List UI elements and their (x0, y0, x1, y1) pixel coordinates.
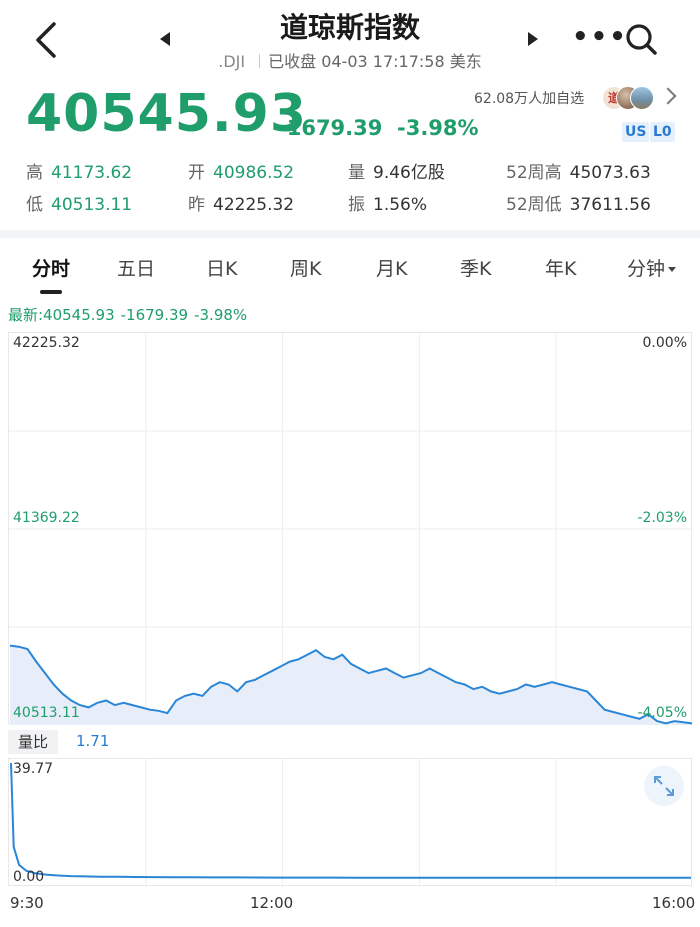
avatar (630, 86, 654, 110)
stat-52w-low: 52周低 37611.56 (506, 190, 651, 215)
vol-axis-top: 39.77 (13, 761, 54, 777)
latest-change: -1679.39 (120, 306, 189, 324)
chart-period-tabs: 分时 五日 日K 周K 月K 季K 年K 分钟 (0, 240, 700, 294)
more-dots-icon[interactable]: ••• (572, 22, 628, 52)
volume-ratio-tab[interactable]: 量比 (8, 730, 59, 754)
axis-right-bottom: -4.05% (637, 705, 687, 721)
volume-ratio-line (10, 762, 691, 879)
stat-value: 9.46亿股 (373, 163, 445, 183)
stat-value: 37611.56 (569, 195, 651, 215)
price-change: -1679.39 -3.98% (278, 116, 479, 140)
axis-right-top: 0.00% (642, 335, 687, 351)
stat-amplitude: 振 1.56% (348, 190, 427, 215)
page-title: 道琼斯指数 (279, 11, 420, 44)
prev-triangle-icon[interactable] (160, 32, 170, 46)
stat-label: 开 (188, 163, 205, 183)
latest-pct: -3.98% (194, 306, 248, 324)
tab-five-day[interactable]: 五日 (117, 258, 156, 280)
axis-left-top: 42225.32 (13, 335, 80, 351)
time-label-end: 16:00 (652, 894, 696, 912)
watcher-avatars[interactable]: 道 (602, 86, 654, 110)
intraday-chart-svg (9, 333, 693, 725)
stat-value: 40513.11 (51, 195, 133, 215)
volume-ratio-value: 1.71 (76, 732, 110, 750)
change-percent: -3.98% (397, 116, 479, 140)
price-line (9, 644, 693, 725)
chevron-right-icon[interactable] (659, 87, 677, 105)
stat-high: 高 41173.62 (26, 158, 132, 183)
stat-value: 42225.32 (213, 195, 295, 215)
top-bar: 道琼斯指数 .DJI 已收盘 04-03 17:17:58 美东 ••• (0, 0, 700, 80)
axis-left-mid: 41369.22 (13, 510, 80, 526)
tab-intraday[interactable]: 分时 (32, 258, 71, 280)
stat-volume: 量 9.46亿股 (348, 158, 445, 183)
caret-down-icon (668, 267, 677, 272)
tab-monthly-k[interactable]: 月K (376, 258, 408, 280)
volume-ratio-header: 量比 1.71 (8, 730, 692, 754)
symbol-code: .DJI (218, 52, 246, 71)
market-status: .DJI 已收盘 04-03 17:17:58 美东 (0, 48, 700, 72)
stat-value: 45073.63 (569, 163, 651, 183)
section-divider (0, 230, 700, 238)
tab-minute[interactable]: 分钟 (627, 254, 677, 281)
tab-weekly-k[interactable]: 周K (290, 258, 322, 280)
tab-minute-label: 分钟 (627, 258, 666, 280)
market-tag-us: US (622, 122, 650, 142)
level-tag: L0 (650, 122, 675, 142)
axis-right-mid: -2.03% (637, 510, 687, 526)
stat-label: 高 (26, 163, 43, 183)
latest-summary: 最新:40545.93 -1679.39 -3.98% (8, 304, 253, 325)
time-label-mid: 12:00 (250, 894, 294, 912)
stat-52w-high: 52周高 45073.63 (506, 158, 651, 183)
stat-open: 开 40986.52 (188, 158, 294, 183)
change-value: -1679.39 (278, 116, 383, 140)
active-tab-indicator (40, 290, 62, 294)
expand-arrows-icon[interactable] (644, 766, 684, 806)
time-label-start: 9:30 (10, 894, 44, 912)
stat-value: 41173.62 (51, 163, 133, 183)
axis-left-bottom: 40513.11 (13, 705, 80, 721)
next-triangle-icon[interactable] (528, 32, 538, 46)
price-area-fill (10, 645, 692, 725)
stat-label: 昨 (188, 195, 205, 215)
tab-daily-k[interactable]: 日K (206, 258, 238, 280)
tab-quarterly-k[interactable]: 季K (460, 258, 492, 280)
stat-label: 52周高 (506, 163, 562, 183)
subtitle-divider (259, 54, 261, 68)
stat-label: 低 (26, 195, 43, 215)
volume-ratio-svg (10, 759, 691, 887)
watchers-count[interactable]: 62.08万人加自选 (474, 91, 585, 107)
stat-label: 振 (348, 195, 365, 215)
back-chevron-icon[interactable] (30, 20, 62, 60)
intraday-chart[interactable]: 42225.32 0.00% 41369.22 -2.03% 40513.11 … (8, 332, 693, 725)
stat-value: 40986.52 (213, 163, 295, 183)
volume-ratio-chart[interactable]: 39.77 0.00 (8, 758, 692, 887)
stat-low: 低 40513.11 (26, 190, 132, 215)
vol-axis-bottom: 0.00 (13, 869, 45, 885)
status-text: 已收盘 04-03 17:17:58 美东 (268, 52, 482, 71)
stat-label: 量 (348, 163, 365, 183)
last-price: 40545.93 (26, 84, 308, 144)
latest-price: 最新:40545.93 (8, 306, 115, 324)
stat-prev-close: 昨 42225.32 (188, 190, 294, 215)
tab-yearly-k[interactable]: 年K (545, 258, 577, 280)
quote-panel: 40545.93 -1679.39 -3.98% 62.08万人加自选 道 US… (0, 80, 700, 150)
stat-value: 1.56% (373, 195, 428, 215)
stat-label: 52周低 (506, 195, 562, 215)
search-icon[interactable] (624, 22, 658, 56)
stats-grid: 高 41173.62 开 40986.52 量 9.46亿股 52周高 45073.63… (0, 150, 700, 220)
